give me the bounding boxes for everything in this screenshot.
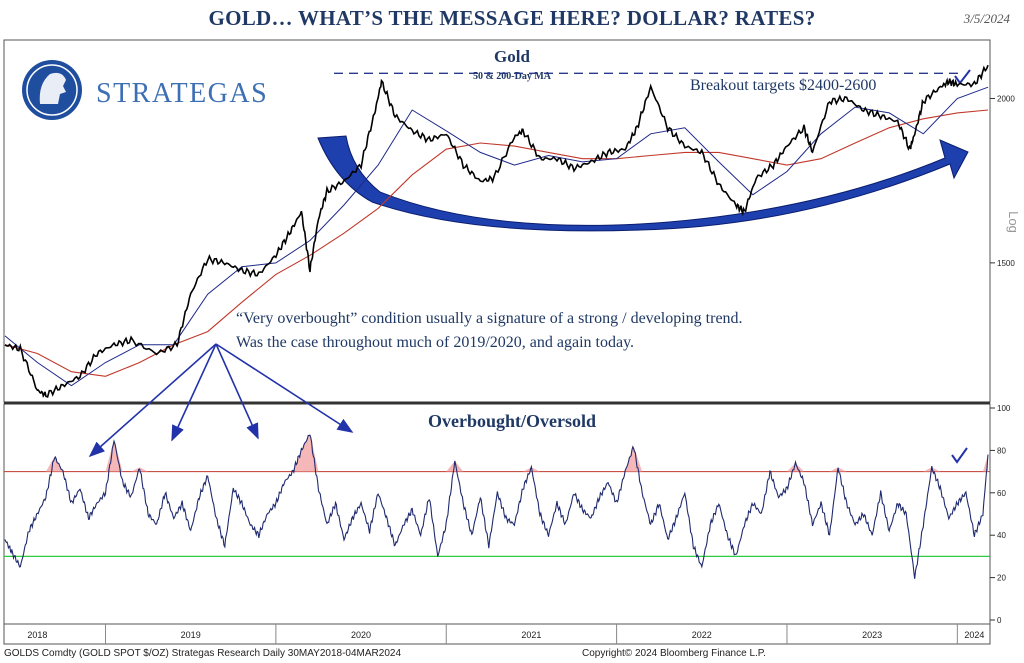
- strategas-logo: STRATEGAS: [22, 60, 268, 120]
- ma200-line: [4, 109, 989, 377]
- rsi-y-tick-label: 0: [997, 616, 1002, 625]
- rsi-line: [4, 434, 989, 579]
- overbought-note-line1: “Very overbought” condition usually a si…: [236, 310, 743, 327]
- overbought-fill: [838, 467, 847, 472]
- rsi-chart-title: Overbought/Oversold: [428, 411, 596, 431]
- report-date: 3/5/2024: [963, 11, 1010, 26]
- overbought-fill: [829, 467, 839, 472]
- rsi-y-tick-label: 80: [997, 446, 1006, 455]
- overbought-note-line2: Was the case throughout much of 2019/202…: [236, 334, 634, 351]
- rsi-check-icon: [951, 447, 968, 464]
- price-chart-title: Gold: [494, 47, 530, 66]
- x-tick-label: 2018: [27, 630, 47, 640]
- rsi-y-tick-label: 100: [997, 404, 1011, 413]
- breakout-label: Breakout targets $2400-2600: [690, 77, 876, 94]
- price-y-axis: 1500 2000: [990, 94, 1015, 268]
- overbought-arrows: [88, 343, 354, 458]
- x-tick-label: 2022: [692, 630, 712, 640]
- rsi-y-tick-label: 40: [997, 531, 1006, 540]
- arrow-2020-peak: [215, 343, 354, 433]
- copyright-note: Copyright© 2024 Bloomberg Finance L.P.: [582, 648, 766, 659]
- gold-price-line: [4, 64, 989, 399]
- overbought-fill: [131, 467, 140, 472]
- breakout-check-icon: [954, 69, 971, 85]
- log-scale-label: Log: [1006, 211, 1021, 233]
- rsi-y-axis: 0 20 40 60 80 100: [990, 404, 1011, 625]
- cup-arrow-icon: [317, 135, 969, 232]
- overbought-fill: [139, 467, 149, 472]
- arrow-2018-peak: [88, 343, 217, 458]
- overbought-fill: [633, 446, 643, 472]
- overbought-fill: [446, 461, 455, 472]
- overbought-fill: [923, 467, 932, 472]
- arrow-2019-peak: [171, 343, 217, 442]
- price-y-tick-label: 2000: [997, 94, 1015, 103]
- ma50-line: [4, 86, 989, 387]
- rsi-y-tick-label: 20: [997, 574, 1006, 583]
- price-chart-subtitle: 50 & 200-Day MA: [473, 71, 552, 82]
- overbought-fill-areas: [45, 433, 988, 472]
- overbought-fill: [931, 467, 941, 472]
- x-tick-label: 2019: [181, 630, 201, 640]
- arrow-2019-late-peak: [215, 343, 259, 440]
- rsi-panel-frame: [3, 403, 991, 625]
- page-title: GOLD… WHAT’S THE MESSAGE HERE? DOLLAR? R…: [208, 6, 816, 30]
- overbought-fill: [105, 439, 115, 472]
- overbought-fill: [522, 467, 532, 472]
- x-tick-label: 2024: [964, 630, 984, 640]
- logo-text: STRATEGAS: [96, 78, 268, 109]
- overbought-fill: [45, 456, 55, 472]
- x-axis: 2018 2019 2020 2021 2022 2023 2024: [27, 624, 984, 644]
- x-tick-label: 2023: [862, 630, 882, 640]
- x-axis-strip: [3, 623, 991, 645]
- source-note: GOLDS Comdty (GOLD SPOT $/OZ) Strategas …: [4, 648, 402, 659]
- price-y-tick-label: 1500: [997, 259, 1015, 268]
- footer: GOLDS Comdty (GOLD SPOT $/OZ) Strategas …: [0, 645, 1024, 663]
- x-tick-label: 2021: [521, 630, 541, 640]
- overbought-fill: [301, 433, 310, 472]
- overbought-fill: [531, 467, 540, 472]
- rsi-y-tick-label: 60: [997, 489, 1006, 498]
- x-tick-label: 2020: [351, 630, 371, 640]
